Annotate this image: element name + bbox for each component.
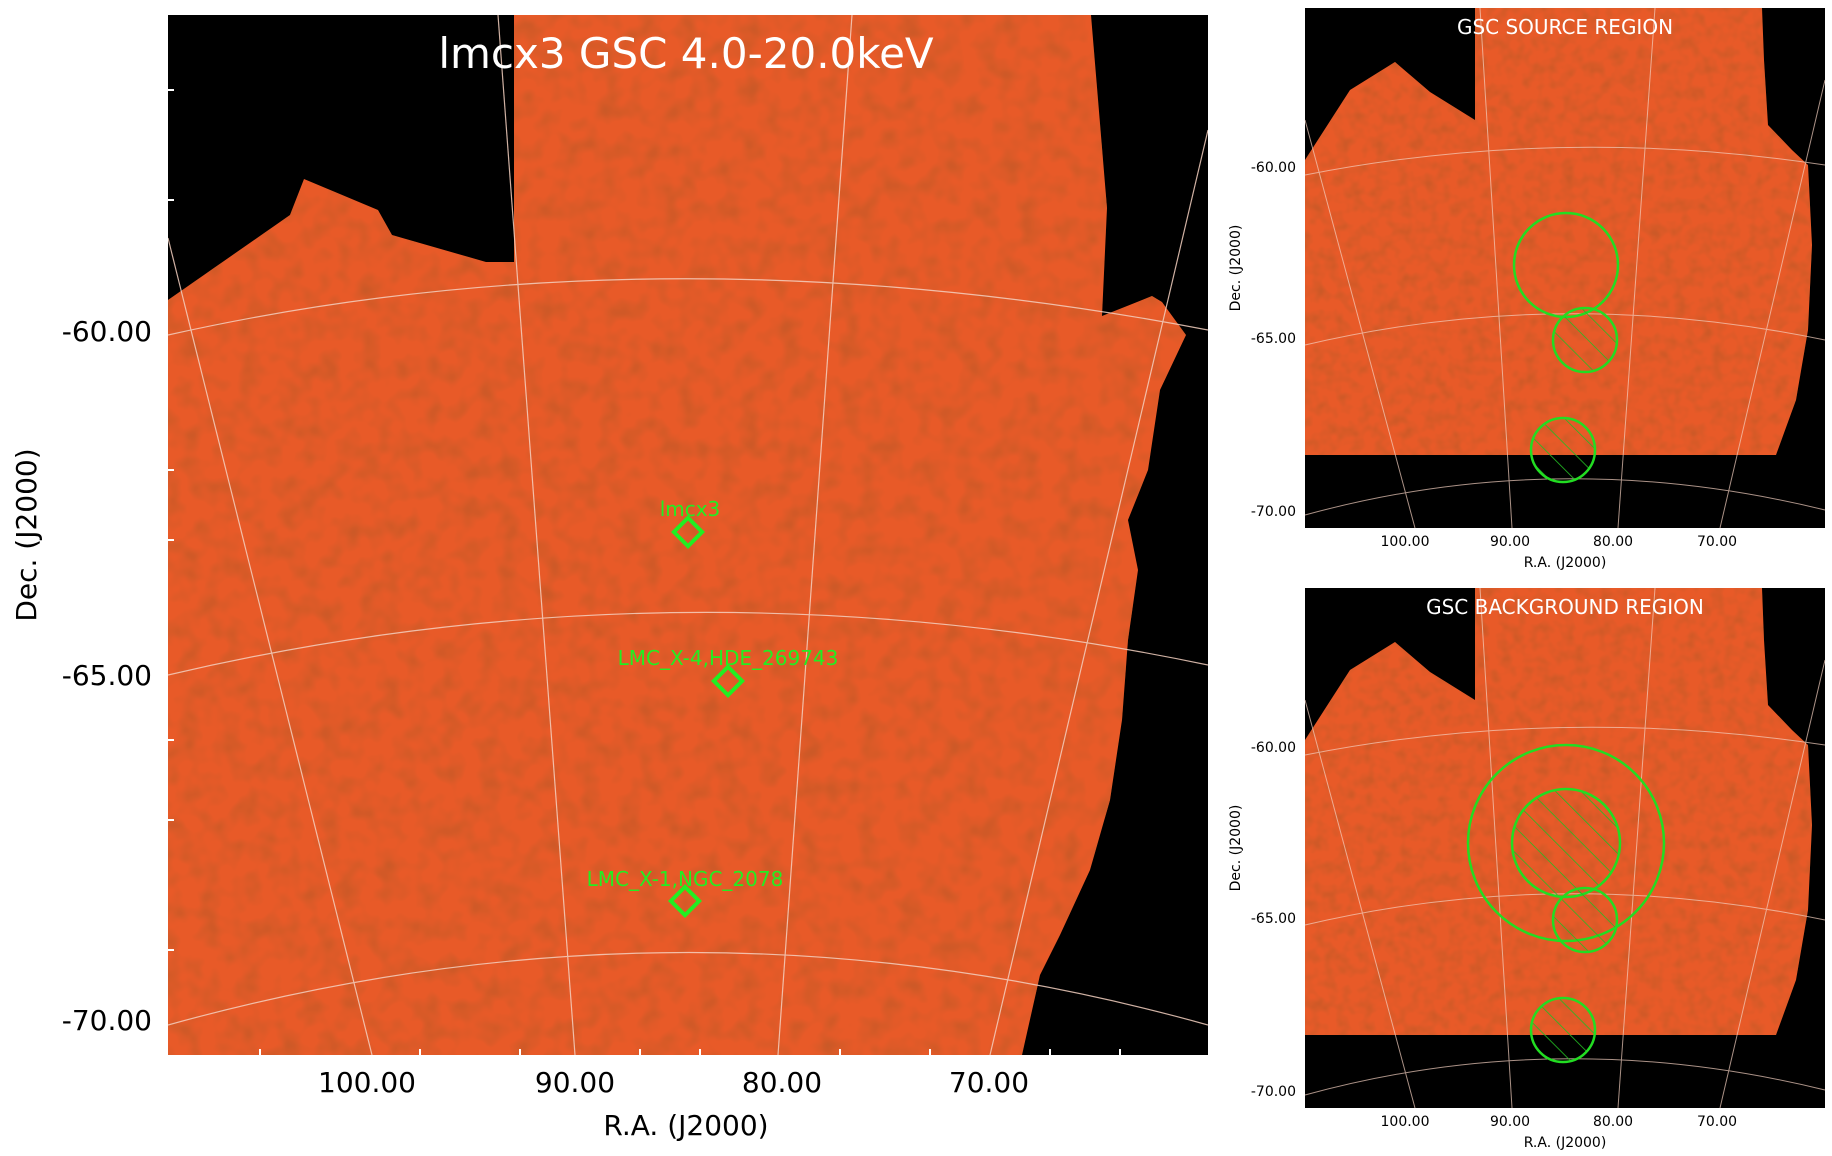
source-x-tick-90: 90.00 [1490,534,1530,550]
background-x-tick-70: 70.00 [1697,1114,1737,1130]
main-x-axis-label: R.A. (J2000) [603,1109,768,1142]
background-y-tick-70: -70.00 [1251,1084,1296,1100]
source-diamond [711,664,745,698]
source-diamond [668,884,702,918]
main-y-axis-label: Dec. (J2000) [10,448,43,621]
source-region-panel: GSC SOURCE REGION -60.00 -65.00 -70.00 1… [1228,7,1826,571]
source-marker-lmcx3: lmcx3 [660,497,721,549]
exclusion-circle-lmc-x-1 [1529,416,1597,484]
source-y-axis-label: Dec. (J2000) [1228,225,1244,312]
main-x-tick-70: 70.00 [949,1066,1029,1099]
source-panel-title: GSC SOURCE REGION [1457,15,1673,39]
source-x-tick-80: 80.00 [1593,534,1633,550]
main-x-tick-80: 80.00 [742,1066,822,1099]
source-x-axis-label: R.A. (J2000) [1524,555,1607,571]
main-y-tick-70: -70.00 [62,1004,152,1037]
source-marker-lmc-x-1: LMC_X-1,NGC_2078 [587,867,784,918]
source-x-tick-70: 70.00 [1697,534,1737,550]
main-title: lmcx3 GSC 4.0-20.0keV [438,29,934,78]
background-y-tick-65: -65.00 [1251,911,1296,927]
main-x-tick-90: 90.00 [535,1066,615,1099]
background-x-tick-90: 90.00 [1490,1114,1530,1130]
exclusion-circle-lmc-x-4 [1551,886,1619,954]
source-map-noise [1305,8,1812,455]
background-panel-title: GSC BACKGROUND REGION [1426,595,1704,619]
background-y-axis-label: Dec. (J2000) [1228,805,1244,892]
source-label: LMC_X-1,NGC_2078 [587,867,784,891]
source-y-tick-70: -70.00 [1251,504,1296,520]
background-y-tick-60: -60.00 [1251,740,1296,756]
source-diamond [671,515,705,549]
background-x-tick-80: 80.00 [1593,1114,1633,1130]
source-x-tick-100: 100.00 [1381,534,1430,550]
main-coordinate-grid [168,15,1208,1055]
source-label: LMC_X-4,HDE_269743 [618,646,839,670]
main-y-tick-60: -60.00 [62,315,152,348]
background-x-tick-100: 100.00 [1381,1114,1430,1130]
source-marker-lmc-x-4: LMC_X-4,HDE_269743 [618,646,839,698]
main-panel: lmcx3 GSC 4.0-20.0keV lmcx3 LMC_X-4,HDE_… [10,15,1208,1142]
background-annulus-inner [1510,787,1622,899]
main-x-tick-100: 100.00 [318,1066,416,1099]
source-y-tick-60: -60.00 [1251,160,1296,176]
exclusion-circle-lmc-x-1 [1529,996,1597,1064]
source-label: lmcx3 [660,497,721,521]
exclusion-circle-lmc-x-4 [1551,306,1619,374]
background-region-panel: GSC BACKGROUND REGION -60.00 -65.00 -70.… [1228,587,1826,1151]
source-y-tick-65: -65.00 [1251,331,1296,347]
main-y-tick-65: -65.00 [62,659,152,692]
background-x-axis-label: R.A. (J2000) [1524,1135,1607,1151]
main-frame-ticks [168,89,1121,1055]
